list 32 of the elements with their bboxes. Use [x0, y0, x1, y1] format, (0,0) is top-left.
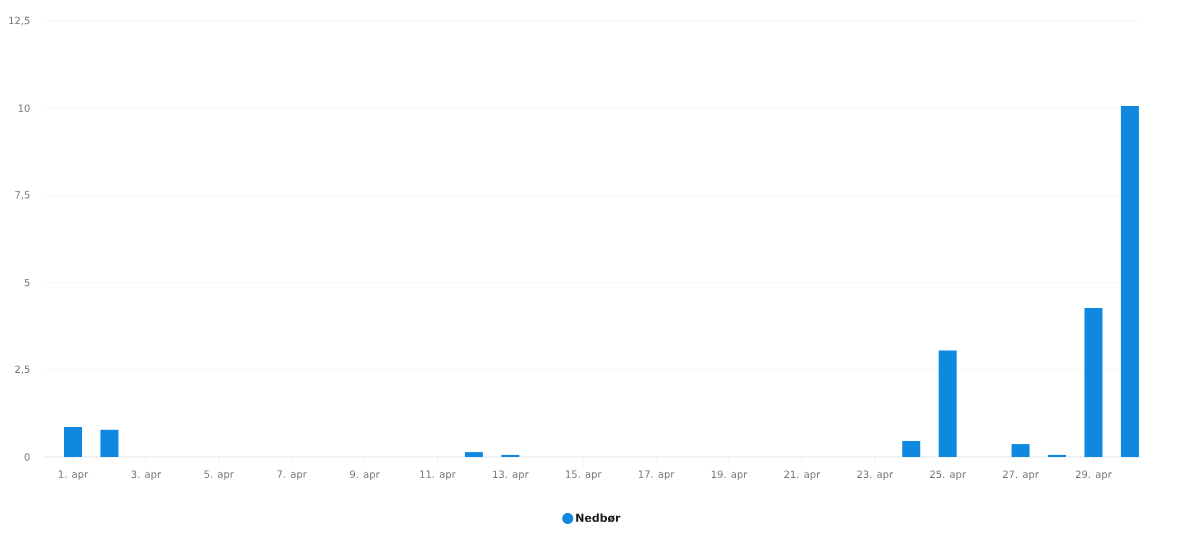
bar	[464, 452, 483, 457]
y-tick-label: 5	[24, 278, 30, 287]
y-tick-label: 10	[18, 104, 30, 112]
x-tick-label: 19. apr	[711, 470, 748, 480]
bar	[938, 350, 957, 457]
x-tick-label: 3. apr	[131, 470, 162, 480]
bar	[1011, 444, 1030, 457]
bar	[902, 440, 921, 457]
x-tick-label: 7. apr	[277, 470, 307, 480]
legend-label: Nedbør	[576, 513, 621, 523]
bar	[1120, 106, 1139, 457]
x-tick-label: 11. apr	[420, 470, 456, 480]
x-tick-label: 15. apr	[566, 470, 602, 480]
x-tick-label: 21. apr	[784, 470, 821, 480]
x-tick-label: 23. apr	[857, 470, 894, 480]
y-tick-label: 2,5	[15, 365, 30, 375]
bar	[100, 429, 119, 457]
bar	[501, 454, 520, 457]
bar	[64, 427, 82, 457]
x-tick-label: 5. apr	[204, 470, 234, 480]
bar	[1048, 454, 1067, 457]
bar	[1084, 308, 1103, 457]
x-tick-label: 13. apr	[493, 470, 529, 480]
x-tick-label: 29. apr	[1075, 470, 1112, 480]
x-tick-label: 9. apr	[350, 470, 380, 480]
x-tick-label: 1. apr	[58, 470, 89, 480]
y-tick-label: 12,5	[9, 16, 30, 26]
x-tick-label: 25. apr	[930, 470, 966, 480]
x-tick-label: 27. apr	[1003, 470, 1039, 480]
x-tick-label: 17. apr	[638, 470, 675, 480]
y-tick-label: 7,5	[15, 191, 30, 200]
y-tick-label: 0	[24, 453, 30, 461]
